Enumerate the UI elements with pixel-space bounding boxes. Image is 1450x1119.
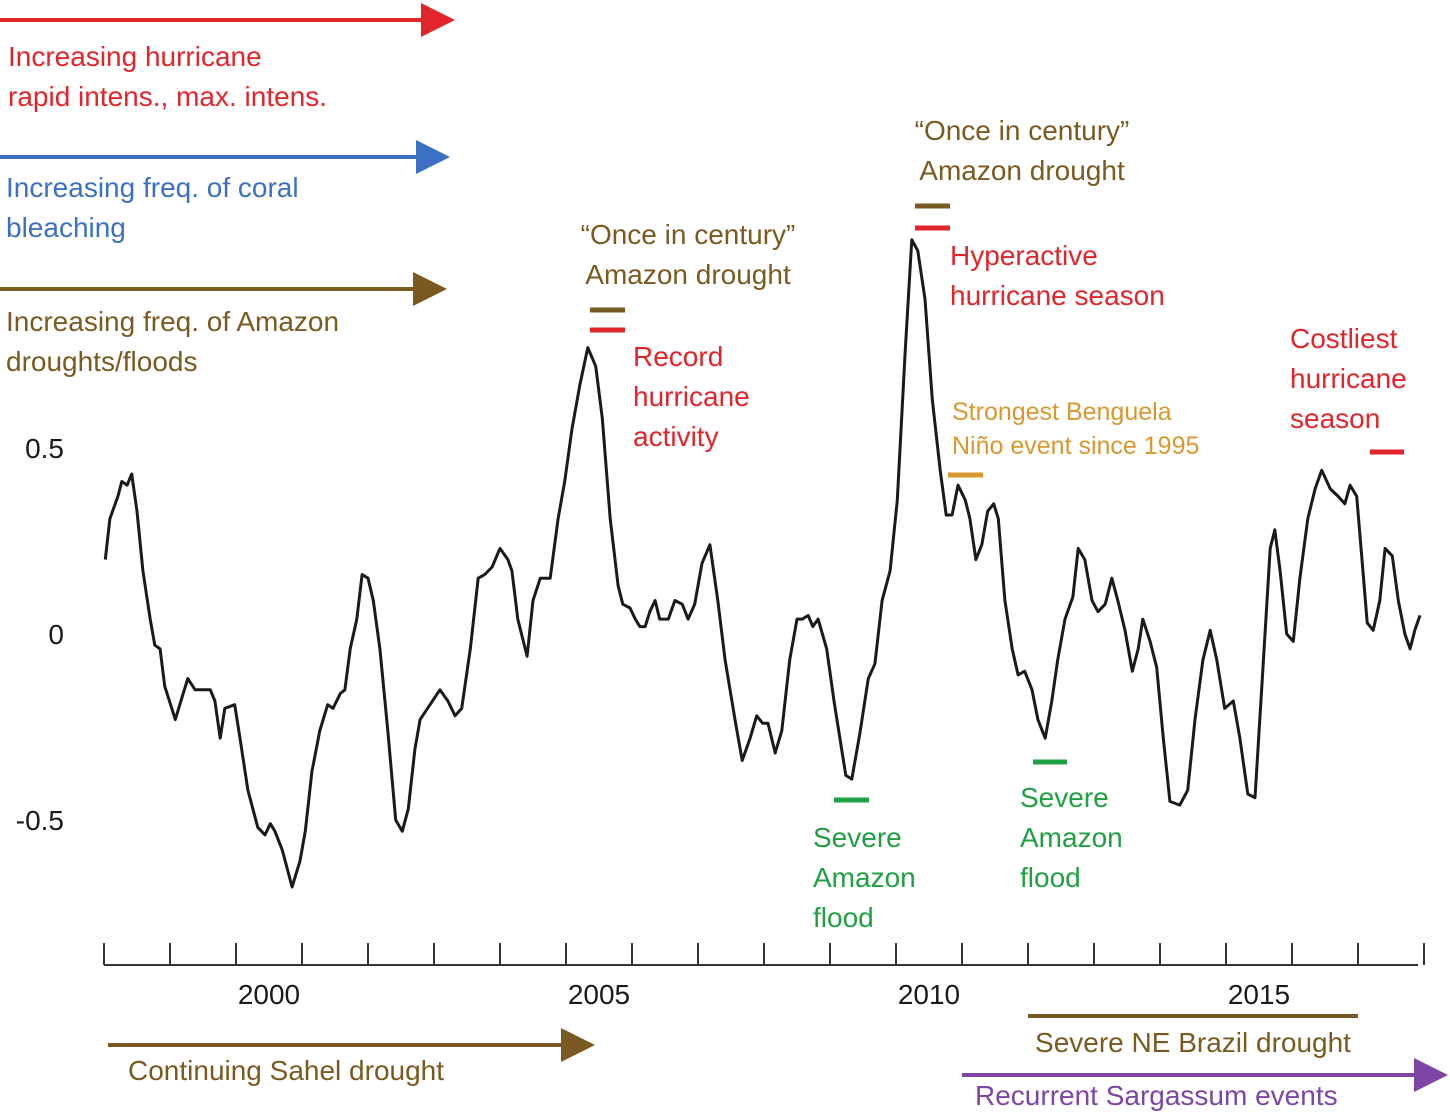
x-tick-label: 2005 [568, 979, 630, 1010]
annotation-text: Amazon [813, 862, 916, 893]
annotation-text: “Once in century” [915, 115, 1130, 146]
y-tick-label: 0 [48, 619, 64, 650]
annotation-text: Increasing freq. of coral [6, 172, 299, 203]
annotation-text: Severe [1020, 782, 1109, 813]
data-line [103, 238, 1422, 889]
annotation-text: Amazon [1020, 822, 1123, 853]
annotation-text: droughts/floods [6, 346, 197, 377]
annotation-text: activity [633, 421, 719, 452]
y-tick-label: -0.5 [16, 805, 64, 836]
y-tick-label: 0.5 [25, 433, 64, 464]
annotation-text: Severe NE Brazil drought [1035, 1027, 1351, 1058]
annotation-text: rapid intens., max. intens. [8, 81, 327, 112]
x-tick-label: 2015 [1228, 979, 1290, 1010]
annotation-text: Severe [813, 822, 902, 853]
annotation-text: flood [813, 902, 874, 933]
annotation-text: Strongest Benguela [952, 398, 1172, 426]
annotation-text: “Once in century” [581, 219, 796, 250]
annotation-text: Amazon drought [919, 155, 1125, 186]
annotation-text: Record [633, 341, 723, 372]
annotation-text: Costliest [1290, 323, 1398, 354]
arrow-head [416, 140, 450, 174]
arrow-head [561, 1028, 595, 1062]
x-tick-label: 2010 [898, 979, 960, 1010]
annotation-text: hurricane season [950, 280, 1165, 311]
annotation-text: hurricane [633, 381, 750, 412]
annotation-text: Hyperactive [950, 240, 1098, 271]
annotation-text: season [1290, 403, 1380, 434]
arrow-head [413, 272, 447, 306]
x-tick-label: 2000 [238, 979, 300, 1010]
annotation-text: Continuing Sahel drought [128, 1055, 444, 1086]
annotation-text: Increasing freq. of Amazon [6, 306, 339, 337]
arrow-head [1414, 1058, 1448, 1092]
annotation-text: bleaching [6, 212, 126, 243]
annotation-text: flood [1020, 862, 1081, 893]
annotation-text: Amazon drought [585, 259, 791, 290]
annotation-text: Increasing hurricane [8, 41, 262, 72]
annotation-text: hurricane [1290, 363, 1407, 394]
arrow-head [421, 3, 455, 37]
annotation-text: Niño event since 1995 [952, 432, 1199, 460]
annotation-text: Recurrent Sargassum events [975, 1080, 1338, 1111]
